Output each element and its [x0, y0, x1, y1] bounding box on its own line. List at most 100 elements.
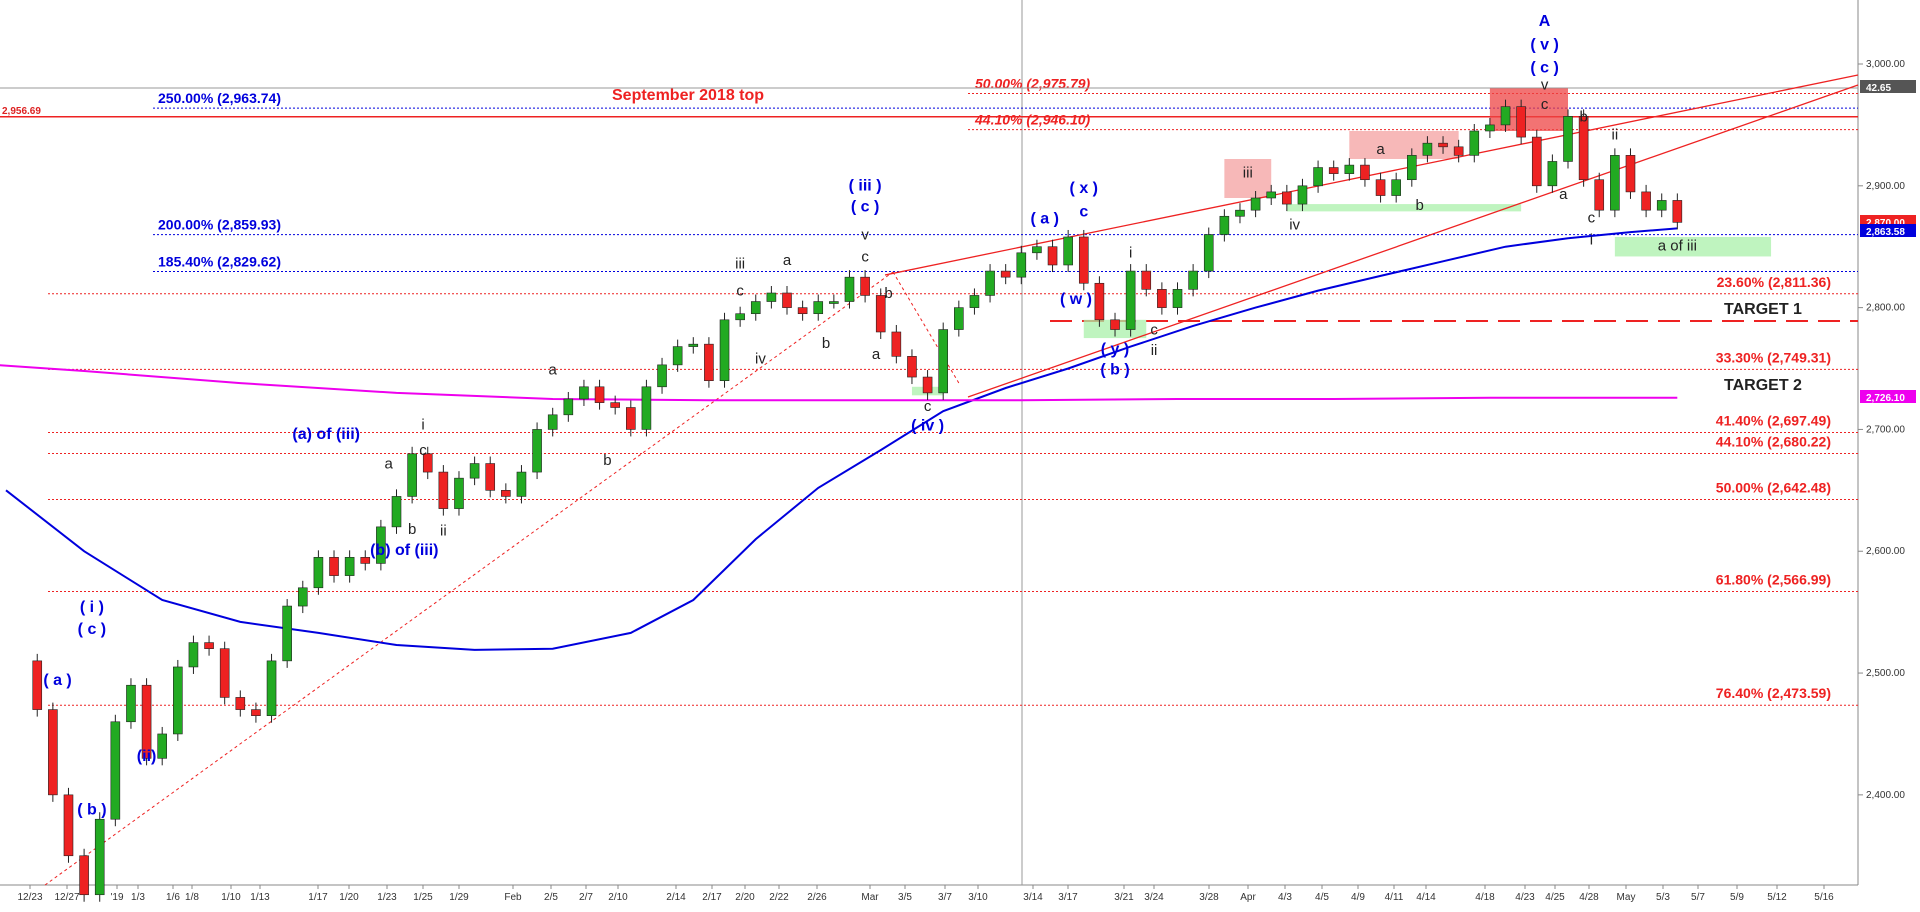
trendline-dotted	[44, 271, 894, 886]
x-tick-label: 2/22	[769, 892, 789, 903]
x-tick-label: 12/23	[17, 892, 42, 903]
candle-body	[907, 356, 917, 378]
candle-body	[110, 721, 121, 820]
x-tick-label: 2/17	[702, 892, 722, 903]
candle-body	[1656, 200, 1667, 211]
candle-body	[1500, 106, 1511, 126]
x-tick-label: 1/29	[449, 892, 469, 903]
candle-body	[1157, 289, 1167, 308]
wave-label: iv	[1289, 217, 1300, 234]
wave-label: v	[1541, 77, 1549, 94]
candle-body	[141, 684, 152, 759]
wave-label: a	[549, 362, 558, 379]
zones-layer	[911, 88, 1772, 396]
wave-label: ( iii )	[849, 178, 882, 195]
wave-label: ( i )	[80, 599, 104, 616]
candle-body	[610, 402, 620, 408]
wave-label: ( c )	[78, 621, 106, 638]
x-tick-label: 4/23	[1515, 892, 1535, 903]
price-scale-label: 2,956.69	[2, 106, 41, 117]
wave-label: c	[924, 398, 932, 415]
candle-body	[704, 343, 714, 382]
candle-body	[672, 346, 683, 366]
wave-label: c	[1541, 96, 1549, 113]
candle-body	[1016, 252, 1027, 278]
candle-body	[1032, 246, 1042, 254]
candle-body	[126, 684, 136, 723]
wave-label: ( w )	[1060, 291, 1092, 308]
y-tick-label: 2,800.00	[1866, 303, 1905, 314]
candle-body	[1563, 116, 1573, 162]
wave-label: b	[884, 285, 892, 302]
candle-body	[922, 376, 933, 394]
candle-body	[282, 605, 292, 662]
x-tick-label: 2/20	[735, 892, 755, 903]
candle-body	[1235, 209, 1245, 217]
fib-level-label: 185.40% (2,829.62)	[158, 254, 281, 270]
wave-label: ii	[440, 522, 447, 539]
x-tick-label: 1/8	[185, 892, 199, 903]
fib-level-label: 50.00% (2,642.48)	[1716, 479, 1831, 495]
wave-label: ( c )	[851, 198, 879, 215]
candle-body	[376, 526, 386, 564]
candle-body	[94, 818, 105, 896]
candle-body	[1125, 270, 1136, 330]
candle-body	[1422, 142, 1433, 156]
x-tick-label: 4/5	[1315, 892, 1329, 903]
x-tick-label: 2/10	[608, 892, 628, 903]
candle-body	[1328, 167, 1339, 174]
x-tick-label: 3/7	[938, 892, 952, 903]
x-tick-label: 1/10	[221, 892, 241, 903]
y-tick-label: 2,400.00	[1866, 790, 1905, 801]
x-tick-label: '19	[110, 892, 123, 903]
y-tick-label: 2,500.00	[1866, 668, 1905, 679]
x-tick-label: 12/27	[54, 892, 79, 903]
x-tick-label: 2/7	[579, 892, 593, 903]
candle-body	[532, 429, 542, 473]
candle-body	[422, 453, 433, 473]
pink-zone-box	[1224, 159, 1272, 198]
candle-body	[844, 276, 855, 302]
candle-body	[485, 463, 496, 491]
x-tick-label: 2/26	[807, 892, 827, 903]
x-tick-label: 1/23	[377, 892, 397, 903]
x-tick-label: 4/9	[1351, 892, 1365, 903]
wave-label: a	[1559, 186, 1568, 203]
candle-body	[594, 386, 605, 403]
candle-body	[829, 301, 839, 304]
x-tick-label: 4/14	[1416, 892, 1436, 903]
wave-label: ( y )	[1101, 341, 1129, 358]
candle-body	[891, 331, 902, 357]
x-tick-label: 5/12	[1767, 892, 1787, 903]
candle-body	[313, 557, 324, 589]
y-tick-label: 2,600.00	[1866, 546, 1905, 557]
candle-body	[954, 307, 964, 330]
candle-body	[157, 733, 167, 759]
candle-body	[407, 453, 417, 497]
moving-average-blue-line	[5, 227, 1678, 651]
candle-body	[735, 313, 745, 321]
candle-body	[797, 307, 808, 315]
candle-body	[1641, 191, 1651, 211]
candle-body	[1610, 155, 1620, 211]
candle-body	[1485, 124, 1495, 132]
green-zone-box	[1614, 236, 1772, 257]
x-tick-label: 4/28	[1579, 892, 1599, 903]
wave-label: i	[1129, 245, 1132, 262]
candle-body	[1453, 146, 1464, 156]
candle-body	[173, 666, 183, 735]
wave-label: ( b )	[1100, 362, 1129, 379]
x-tick-label: 4/3	[1278, 892, 1292, 903]
x-tick-label: 2/5	[544, 892, 558, 903]
wave-label: ( a )	[43, 672, 71, 689]
y-tick-label: 3,000.00	[1866, 59, 1905, 70]
wave-label: iv	[755, 351, 766, 368]
price-scale-label: 2,870.00	[1866, 218, 1905, 229]
x-tick-label: 3/17	[1058, 892, 1078, 903]
september-2018-top-label: September 2018 top	[612, 87, 764, 104]
candle-body	[188, 642, 199, 668]
candle-body	[1672, 200, 1683, 223]
